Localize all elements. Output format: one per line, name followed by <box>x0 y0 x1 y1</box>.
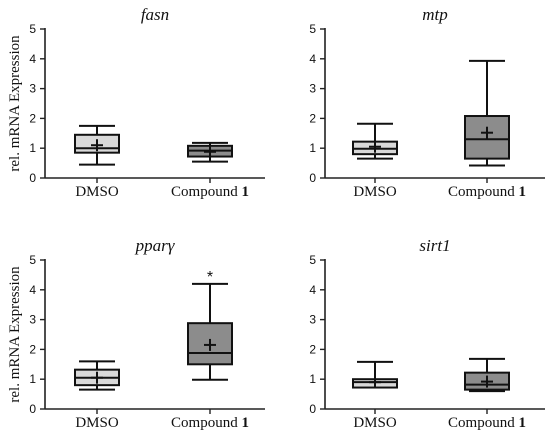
chart-title: sirt1 <box>419 236 450 255</box>
y-tick-label: 5 <box>309 22 316 36</box>
y-tick-label: 0 <box>309 171 316 185</box>
y-tick-label: 3 <box>29 82 36 96</box>
x-tick-label: Compound 1 <box>171 415 249 431</box>
y-tick-label: 4 <box>309 283 316 297</box>
box-compound-1 <box>464 357 510 393</box>
box-dmso <box>352 360 398 389</box>
y-tick-label: 1 <box>29 141 36 155</box>
chart-panel-3: pparγ rel. mRNA Expression 0 1 2 3 4 5 DMSO Compo… <box>7 236 265 431</box>
y-tick-label: 3 <box>309 82 316 96</box>
significance-asterisk: * <box>207 269 213 286</box>
chart-title: pparγ <box>135 236 176 255</box>
box-compound-1 <box>187 282 233 381</box>
y-tick-label: 1 <box>29 372 36 386</box>
y-tick-label: 4 <box>29 52 36 66</box>
y-tick-label: 3 <box>29 313 36 327</box>
chart-panel-4: sirt1 0 1 2 3 4 5 DMSO Compound 1 <box>309 236 545 431</box>
x-tick-label: Compound 1 <box>448 415 526 431</box>
y-tick-label: 0 <box>309 402 316 416</box>
y-tick-label: 2 <box>29 342 36 356</box>
box-compound-1 <box>464 59 510 167</box>
y-axis-label: rel. mRNA Expression <box>7 35 23 172</box>
y-tick-label: 1 <box>309 141 316 155</box>
y-tick-label: 0 <box>29 402 36 416</box>
y-tick-label: 1 <box>309 372 316 386</box>
y-tick-label: 4 <box>29 283 36 297</box>
x-tick-label: Compound 1 <box>171 184 249 200</box>
x-tick-label: DMSO <box>75 415 119 431</box>
x-tick-label: Compound 1 <box>448 184 526 200</box>
y-tick-label: 2 <box>29 111 36 125</box>
box-dmso <box>352 122 398 160</box>
y-tick-label: 5 <box>29 253 36 267</box>
y-tick-label: 3 <box>309 313 316 327</box>
y-tick-label: 5 <box>309 253 316 267</box>
x-tick-label: DMSO <box>353 184 397 200</box>
y-axis-label: rel. mRNA Expression <box>7 266 23 403</box>
y-tick-label: 2 <box>309 342 316 356</box>
x-tick-label: DMSO <box>353 415 397 431</box>
box-compound-1 <box>187 141 233 163</box>
chart-title: mtp <box>422 5 448 24</box>
box-dmso <box>74 124 120 166</box>
box-dmso <box>74 360 120 391</box>
y-tick-label: 2 <box>309 111 316 125</box>
chart-panel-2: mtp 0 1 2 3 4 5 DMSO Compound 1 <box>309 5 545 200</box>
y-tick-label: 4 <box>309 52 316 66</box>
y-tick-label: 5 <box>29 22 36 36</box>
chart-title: fasn <box>141 5 169 24</box>
x-tick-label: DMSO <box>75 184 119 200</box>
y-tick-label: 0 <box>29 171 36 185</box>
chart-panel-1: fasn rel. mRNA Expression 0 1 2 3 4 5 DMSO Compou… <box>7 5 265 200</box>
iqr-box <box>187 322 233 366</box>
